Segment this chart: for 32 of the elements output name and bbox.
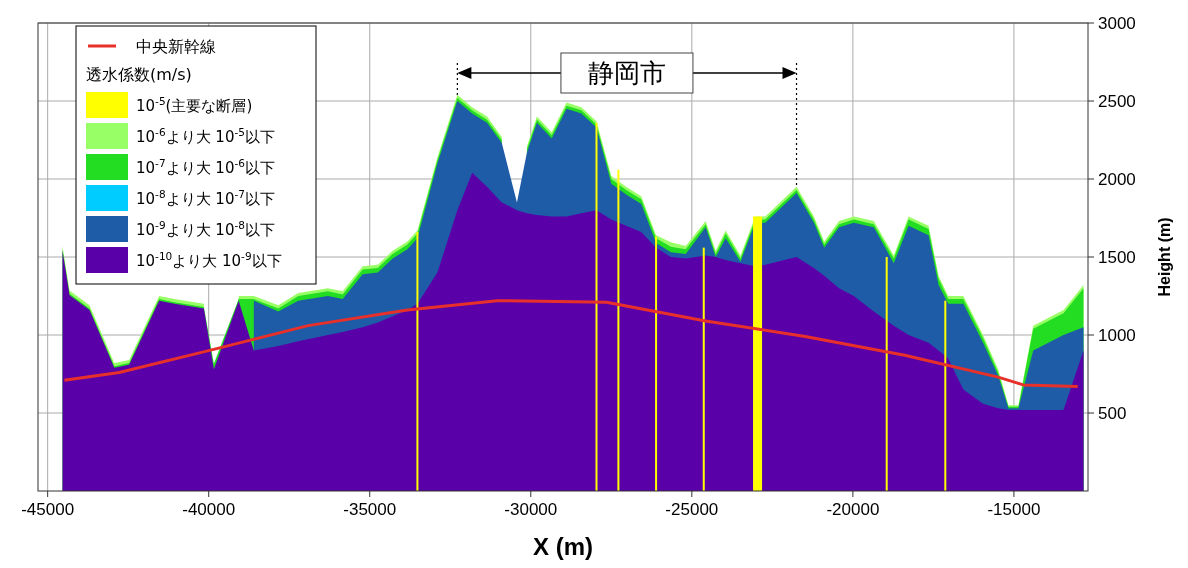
x-axis-title: X (m) xyxy=(533,533,593,560)
y-tick-label: 3000 xyxy=(1098,14,1136,33)
legend-label: 10$^{-9}$より大 10$^{-8}$以下 xyxy=(136,219,275,239)
x-tick-label: -20000 xyxy=(826,500,880,519)
x-tick-label: -25000 xyxy=(665,500,719,519)
x-tick-label: -35000 xyxy=(343,500,397,519)
annotation: 静岡市 xyxy=(587,58,666,88)
bar xyxy=(416,232,419,491)
legend-label: 10$^{-6}$より大 10$^{-5}$以下 xyxy=(136,126,275,146)
x-tick-label: -15000 xyxy=(987,500,1041,519)
legend-label: 10$^{-7}$より大 10$^{-6}$以下 xyxy=(136,157,275,177)
bar xyxy=(617,169,620,491)
y-tick-label: 500 xyxy=(1098,404,1127,423)
bar xyxy=(702,247,705,491)
x-tick-label: -40000 xyxy=(182,500,236,519)
x-tick-label: -45000 xyxy=(21,500,75,519)
bar xyxy=(655,236,658,491)
y-tick-label: 2000 xyxy=(1098,170,1136,189)
y-axis-title: Height (m) xyxy=(1156,217,1173,297)
bar xyxy=(595,122,598,491)
legend-label: 中央新幹線 xyxy=(136,37,216,56)
legend-label: 10$^{-5}$(主要な断層) xyxy=(136,95,253,115)
y-tick-label: 1500 xyxy=(1098,248,1136,267)
x-tick-label: -30000 xyxy=(504,500,558,519)
bar xyxy=(885,257,888,491)
legend-title: 透水係数(m/s) xyxy=(86,65,192,84)
bar xyxy=(944,300,947,491)
line-series xyxy=(62,299,1080,388)
legend-label: 10$^{-8}$より大 10$^{-7}$以下 xyxy=(136,188,275,208)
legend-label: 10$^{-10}$より大 10$^{-9}$以下 xyxy=(136,250,282,270)
y-tick-label: 1000 xyxy=(1098,326,1136,345)
y-tick-label: 2500 xyxy=(1098,92,1136,111)
